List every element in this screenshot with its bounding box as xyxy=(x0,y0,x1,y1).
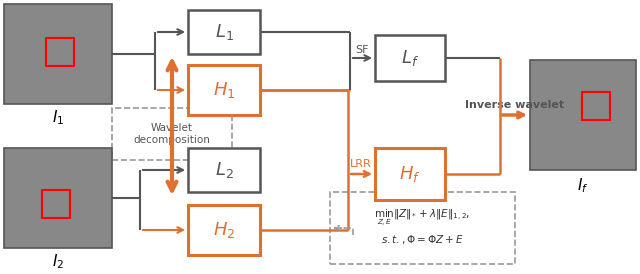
Text: $L_f$: $L_f$ xyxy=(401,48,419,68)
Bar xyxy=(6,6,110,102)
Bar xyxy=(188,65,260,115)
Bar xyxy=(4,4,112,104)
Text: SF: SF xyxy=(355,45,369,55)
Bar xyxy=(375,148,445,200)
Text: $\min_{Z,E}\|Z\|_* + \lambda\|E\|_{1,2},$: $\min_{Z,E}\|Z\|_* + \lambda\|E\|_{1,2},… xyxy=(374,208,470,229)
Bar xyxy=(46,38,74,66)
Text: $I_2$: $I_2$ xyxy=(52,253,64,271)
Text: $H_1$: $H_1$ xyxy=(212,80,236,100)
Bar xyxy=(112,108,232,160)
Text: LRR: LRR xyxy=(350,159,372,169)
Bar xyxy=(6,150,110,246)
Text: $L_2$: $L_2$ xyxy=(214,160,234,180)
Text: $H_f$: $H_f$ xyxy=(399,164,420,184)
Bar xyxy=(188,148,260,192)
Text: $s.t., \Phi = \Phi Z + E$: $s.t., \Phi = \Phi Z + E$ xyxy=(381,233,463,247)
Bar xyxy=(188,205,260,255)
Bar xyxy=(42,190,70,218)
Bar xyxy=(188,10,260,54)
Text: $H_2$: $H_2$ xyxy=(213,220,235,240)
Bar xyxy=(4,148,112,248)
Bar xyxy=(330,192,515,264)
Text: $L_1$: $L_1$ xyxy=(214,22,234,42)
Bar xyxy=(532,62,634,168)
Bar xyxy=(530,60,636,170)
Text: $I_1$: $I_1$ xyxy=(52,109,64,127)
Bar xyxy=(582,92,610,120)
Bar xyxy=(375,35,445,81)
Text: $I_f$: $I_f$ xyxy=(577,177,589,195)
Text: Inverse wavelet: Inverse wavelet xyxy=(465,100,564,110)
Text: Wavelet
decomposition: Wavelet decomposition xyxy=(134,123,211,145)
